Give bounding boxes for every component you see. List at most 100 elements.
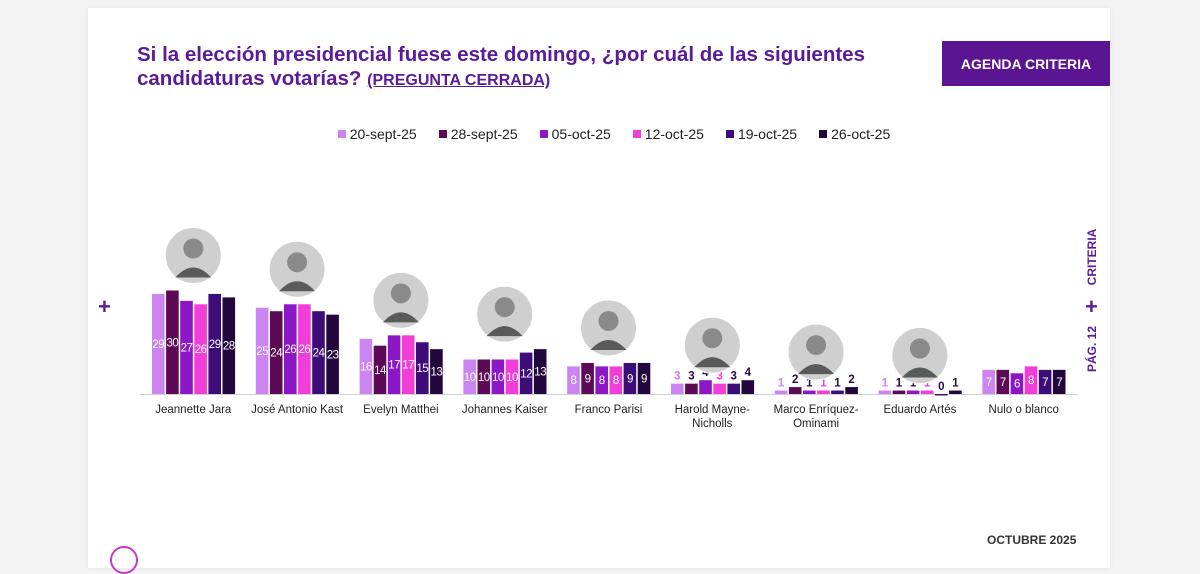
data-label: 1 [910,378,917,390]
bar [401,335,415,394]
avatar-shoulders [798,364,835,375]
avatar-head [909,338,930,359]
data-label: 3 [674,371,680,383]
avatar-head [806,335,827,356]
data-label: 10 [492,372,504,384]
avatar-head [183,238,204,259]
data-label: 12 [520,368,532,380]
bar [166,290,179,394]
bar [878,390,892,394]
data-label: 27 [181,342,193,354]
bar [713,383,726,394]
legend-label: 05-oct-25 [551,126,611,142]
plus-icon-right: + [1085,294,1098,319]
data-label: 9 [641,373,647,385]
legend-item-1: 28-sept-25 [438,124,518,144]
data-label: 1 [882,378,889,390]
avatar-head [598,310,619,331]
bar [845,387,858,394]
footer-date: OCTUBRE 2025 [987,533,1077,547]
data-label: 7 [1000,377,1006,389]
legend-item-3: 12-oct-25 [632,124,704,144]
agenda-criteria-badge: AGENDA CRITERIA [942,41,1110,86]
data-label: 1 [924,378,931,390]
data-label: 2 [848,374,854,386]
avatar-shoulders [279,281,316,292]
bar [935,394,948,396]
bar [1038,369,1052,394]
bar [1052,369,1066,394]
bar [581,362,594,394]
bar [788,387,802,394]
legend-swatch [632,130,641,138]
data-label: 1 [806,378,813,390]
data-label: 2 [792,374,798,386]
legend-label: 12-oct-25 [644,126,704,142]
bar [949,390,962,394]
bar [269,311,283,394]
data-label: 24 [313,348,326,360]
bar [595,366,608,394]
bar [699,380,712,394]
bar [359,338,373,394]
bar [803,390,816,394]
data-label: 26 [284,344,296,356]
legend-swatch [819,130,828,138]
data-label: 10 [478,372,490,384]
category-label: Ominami [793,418,839,430]
data-label: 28 [223,341,235,353]
bar [255,307,269,394]
category-label: Marco Enríquez- [774,404,859,416]
bar [609,366,623,394]
data-label: 1 [778,378,785,390]
legend-swatch [539,130,548,138]
bar [312,311,325,394]
chart-legend: 20-sept-25 28-sept-25 05-oct-25 12-oct-25 19… [0,124,1200,144]
page-title: Si la elección presidencial fuese este d… [137,43,897,93]
data-label: 13 [431,367,443,379]
data-label: 8 [613,375,619,387]
bar [491,359,505,394]
avatar-shoulders [901,367,938,378]
slide-background [88,8,1110,568]
bar [623,362,637,394]
title-text: Si la elección presidencial fuese este d… [137,43,865,90]
avatar-shoulders [486,326,523,337]
data-label: 1 [896,378,903,390]
data-label: 9 [585,373,591,385]
data-label: 1 [834,378,841,390]
category-label: Johannes Kaiser [462,404,548,416]
data-label: 30 [167,337,179,349]
legend-item-4: 19-oct-25 [725,124,798,144]
category-label: Evelyn Matthei [363,404,438,416]
bar [920,390,934,394]
bar [831,390,844,394]
data-label: 1 [820,378,827,390]
title-subtitle: (PREGUNTA CERRADA) [367,72,551,89]
bar [284,304,297,394]
legend-swatch [438,130,447,138]
criteria-logo [110,546,138,574]
legend-label: 19-oct-25 [737,126,798,142]
bar [996,369,1010,394]
data-label: 23 [327,349,339,361]
bar [387,335,401,394]
data-label: 7 [986,377,992,389]
side-brand: CRITERIA [1085,228,1099,286]
bar [567,366,580,394]
bar [208,293,221,394]
data-label: 14 [374,365,387,377]
data-label: 8 [571,375,577,387]
bar [519,352,533,394]
bar [982,369,995,394]
data-label: 10 [506,372,518,384]
data-label: 10 [464,372,476,384]
avatar-shoulders [590,339,627,350]
data-label: 4 [702,367,709,379]
bar [416,342,429,394]
bar [463,359,476,394]
avatar-shoulders [694,357,731,368]
category-label: Franco Parisi [575,404,643,416]
bar [477,359,491,394]
